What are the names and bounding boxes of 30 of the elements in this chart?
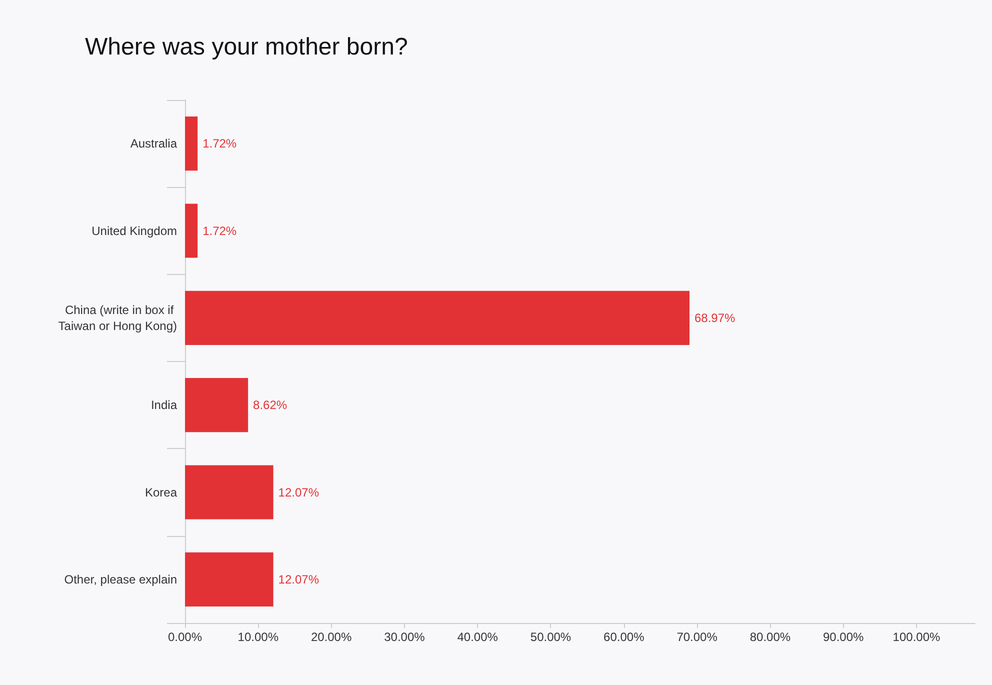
data-label: 12.07% — [278, 572, 320, 586]
bar — [185, 204, 198, 258]
x-tick-label: 50.00% — [530, 630, 572, 644]
bar — [185, 552, 274, 606]
y-tick-label: China (write in box if Taiwan or Hong Kong) — [58, 302, 178, 333]
x-tick-label: 20.00% — [310, 630, 352, 644]
bar — [185, 116, 198, 171]
bar — [185, 290, 690, 345]
x-tick-label: 100.00% — [892, 630, 940, 644]
x-tick-label: 0.00% — [168, 630, 202, 644]
y-tick-label: Australia — [130, 136, 178, 151]
bar — [185, 378, 248, 432]
x-tick-label: 10.00% — [238, 630, 279, 644]
x-tick-label: 90.00% — [822, 630, 864, 644]
y-tick-label: United Kingdom — [92, 224, 177, 238]
x-tick-label: 70.00% — [676, 630, 718, 644]
bar — [185, 465, 274, 520]
y-tick-label: Other, please explain — [64, 572, 177, 586]
x-tick-label: 30.00% — [384, 630, 426, 644]
data-label: 12.07% — [278, 485, 320, 500]
chart-title: Where was your mother born? — [85, 34, 408, 60]
y-tick-label: India — [150, 398, 178, 412]
x-tick-label: 40.00% — [457, 630, 498, 644]
x-tick-label: 80.00% — [750, 630, 791, 644]
data-label: 68.97% — [694, 310, 736, 325]
x-tick-label: 60.00% — [604, 630, 645, 644]
data-label: 8.62% — [253, 398, 288, 412]
y-tick-label: Korea — [144, 485, 178, 500]
data-label: 1.72% — [202, 224, 237, 238]
data-label: 1.72% — [202, 136, 237, 151]
